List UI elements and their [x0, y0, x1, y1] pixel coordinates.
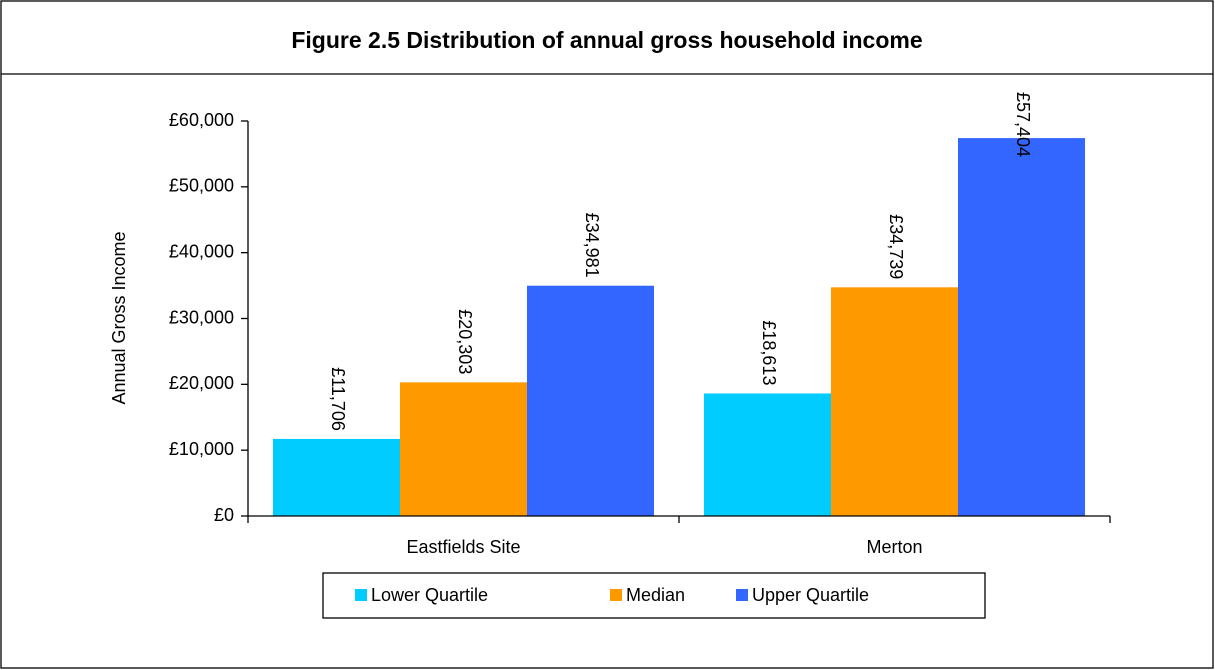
y-tick-label: £0	[214, 505, 234, 525]
y-tick-label: £40,000	[169, 241, 234, 261]
y-tick-label: £60,000	[169, 110, 234, 130]
value-label: £20,303	[455, 309, 475, 374]
chart-title: Figure 2.5 Distribution of annual gross …	[291, 27, 922, 53]
y-tick-label: £50,000	[169, 176, 234, 196]
legend-swatch	[736, 589, 748, 601]
y-axis-title: Annual Gross Income	[109, 231, 129, 404]
y-tick-label: £10,000	[169, 439, 234, 459]
legend-box	[322, 572, 986, 619]
bar	[400, 382, 527, 516]
bar	[527, 285, 654, 516]
legend-label: Upper Quartile	[752, 585, 869, 605]
legend-swatch	[610, 589, 622, 601]
bar	[958, 138, 1085, 516]
x-tick-label: Merton	[866, 537, 922, 557]
value-label: £34,981	[582, 213, 602, 278]
legend-label: Lower Quartile	[371, 585, 488, 605]
y-tick-label: £30,000	[169, 307, 234, 327]
legend-swatch	[355, 589, 367, 601]
value-label: £34,739	[886, 214, 906, 279]
bar	[273, 438, 400, 516]
bar	[704, 393, 831, 516]
value-label: £11,706	[328, 367, 348, 431]
y-tick-label: £20,000	[169, 373, 234, 393]
value-label: £57,404	[1013, 92, 1033, 157]
x-tick-label: Eastfields Site	[406, 537, 520, 557]
legend-label: Median	[626, 585, 685, 605]
value-label: £18,613	[759, 320, 779, 385]
bar	[831, 287, 958, 516]
